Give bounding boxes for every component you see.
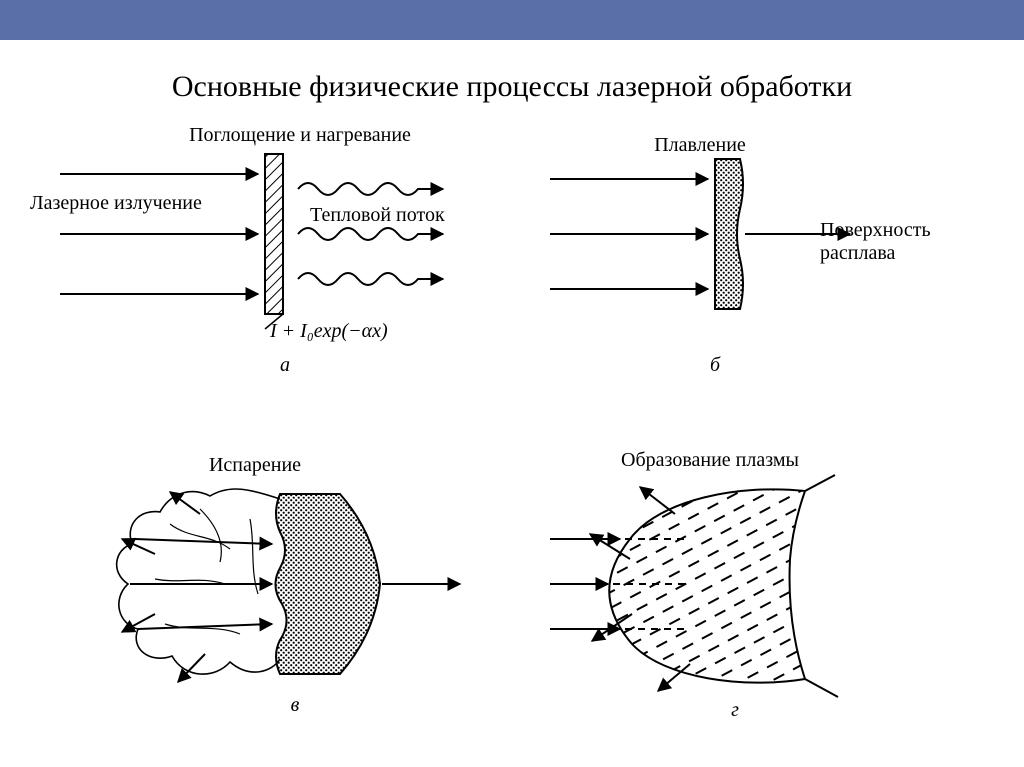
panel-d-tag: г xyxy=(720,699,750,722)
diagram-area: Поглощение и нагревание Лазерное излучен… xyxy=(0,124,1024,767)
panel-d-title: Образование плазмы xyxy=(580,449,840,472)
panel-a-tag: а xyxy=(270,354,300,377)
page-title: Основные физические процессы лазерной об… xyxy=(0,70,1024,104)
panel-c-svg xyxy=(100,484,500,694)
panel-b-tag: б xyxy=(700,354,730,377)
panel-b-svg xyxy=(540,154,980,354)
panel-a-svg xyxy=(40,144,520,354)
panel-c-title: Испарение xyxy=(175,454,335,477)
panel-d-svg xyxy=(540,479,960,699)
panel-c-tag: в xyxy=(280,694,310,717)
slide-topbar xyxy=(0,0,1024,40)
